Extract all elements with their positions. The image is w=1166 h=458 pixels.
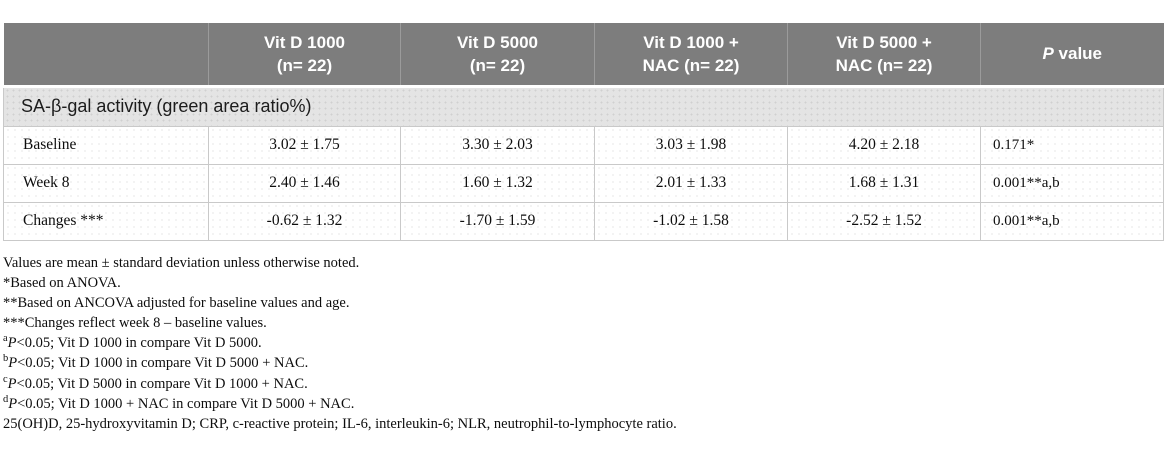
col-header-vitd1000-nac: Vit D 1000 + NAC (n= 22) (594, 23, 788, 88)
col-header-empty (3, 23, 209, 88)
col-header-vitd5000: Vit D 5000 (n= 22) (400, 23, 595, 88)
footnote-line: aP<0.05; Vit D 1000 in compare Vit D 500… (3, 333, 1143, 353)
footnote-sup: a (3, 333, 8, 345)
data-cell: 2.01 ± 1.33 (594, 164, 788, 203)
data-cell: 2.40 ± 1.46 (208, 164, 401, 203)
section-title: SA-β-gal activity (green area ratio%) (3, 86, 1164, 127)
col-header-line2: (n= 22) (469, 55, 526, 75)
data-cell: 3.30 ± 2.03 (400, 126, 595, 165)
footnote-line: ***Changes reflect week 8 – baseline val… (3, 313, 1143, 333)
p-value-rest: value (1053, 44, 1103, 64)
footnote-text: **Based on ANCOVA adjusted for baseline … (3, 295, 350, 312)
footnote-italic: P (8, 395, 18, 412)
col-header-line2: NAC (n= 22) (642, 55, 740, 75)
col-header-vitd5000-nac: Vit D 5000 + NAC (n= 22) (787, 23, 981, 88)
section-row: SA-β-gal activity (green area ratio%) (3, 86, 1164, 127)
footnote-line: bP<0.05; Vit D 1000 in compare Vit D 500… (3, 353, 1143, 373)
footnote-text: <0.05; Vit D 1000 in compare Vit D 5000. (16, 335, 262, 352)
col-header-vitd1000: Vit D 1000 (n= 22) (208, 23, 401, 88)
footnote-text: <0.05; Vit D 1000 in compare Vit D 5000 … (17, 355, 309, 372)
footnote-text: ***Changes reflect week 8 – baseline val… (3, 315, 267, 332)
data-cell: -1.70 ± 1.59 (400, 202, 595, 241)
row-label: Baseline (3, 126, 209, 165)
data-cell: 1.68 ± 1.31 (787, 164, 981, 203)
data-cell: -2.52 ± 1.52 (787, 202, 981, 241)
data-cell: -1.02 ± 1.58 (594, 202, 788, 241)
footnote-text: <0.05; Vit D 1000 + NAC in compare Vit D… (17, 395, 355, 412)
p-value-cell: 0.001**a,b (980, 202, 1164, 241)
col-header-p-value: P value (980, 23, 1164, 88)
col-header-line1: Vit D 1000 + (643, 32, 739, 52)
footnote-italic: P (7, 335, 17, 352)
table-header-row: Vit D 1000 (n= 22) Vit D 5000 (n= 22) Vi… (3, 23, 1164, 88)
col-header-line2: (n= 22) (276, 55, 333, 75)
footnote-text: <0.05; Vit D 5000 in compare Vit D 1000 … (16, 375, 308, 392)
footnote-italic: P (8, 355, 18, 372)
footnote-line: cP<0.05; Vit D 5000 in compare Vit D 100… (3, 374, 1143, 394)
table-row-changes: Changes *** -0.62 ± 1.32 -1.70 ± 1.59 -1… (3, 202, 1164, 241)
results-table: Vit D 1000 (n= 22) Vit D 5000 (n= 22) Vi… (3, 23, 1164, 241)
data-cell: -0.62 ± 1.32 (208, 202, 401, 241)
footnote-line: 25(OH)D, 25-hydroxyvitamin D; CRP, c-rea… (3, 414, 1143, 434)
row-label: Week 8 (3, 164, 209, 203)
footnote-line: Values are mean ± standard deviation unl… (3, 253, 1143, 273)
col-header-line1: Vit D 5000 (457, 32, 538, 52)
footnote-line: **Based on ANCOVA adjusted for baseline … (3, 293, 1143, 313)
footnote-text: *Based on ANOVA. (3, 275, 121, 292)
footnote-text: Values are mean ± standard deviation unl… (3, 255, 360, 271)
footnote-line: *Based on ANOVA. (3, 273, 1143, 293)
p-value-italic: P (1042, 44, 1054, 64)
col-header-line1: Vit D 1000 (264, 32, 345, 52)
table-row-week8: Week 8 2.40 ± 1.46 1.60 ± 1.32 2.01 ± 1.… (3, 164, 1164, 203)
p-value-cell: 0.171* (980, 126, 1164, 165)
data-cell: 3.02 ± 1.75 (208, 126, 401, 165)
col-header-line1: Vit D 5000 + (836, 32, 932, 52)
p-value-cell: 0.001**a,b (980, 164, 1164, 203)
data-cell: 3.03 ± 1.98 (594, 126, 788, 165)
footnote-sup: c (3, 373, 8, 385)
data-cell: 1.60 ± 1.32 (400, 164, 595, 203)
footnote-sup: b (3, 353, 9, 365)
footnote-line: dP<0.05; Vit D 1000 + NAC in compare Vit… (3, 394, 1143, 414)
footnote-text: 25(OH)D, 25-hydroxyvitamin D; CRP, c-rea… (3, 415, 677, 432)
footnote-italic: P (7, 375, 17, 392)
data-cell: 4.20 ± 2.18 (787, 126, 981, 165)
footnote-sup: d (3, 393, 9, 405)
row-label: Changes *** (3, 202, 209, 241)
table-row-baseline: Baseline 3.02 ± 1.75 3.30 ± 2.03 3.03 ± … (3, 126, 1164, 165)
footnotes-block: Values are mean ± standard deviation unl… (3, 253, 1143, 434)
col-header-line2: NAC (n= 22) (835, 55, 933, 75)
